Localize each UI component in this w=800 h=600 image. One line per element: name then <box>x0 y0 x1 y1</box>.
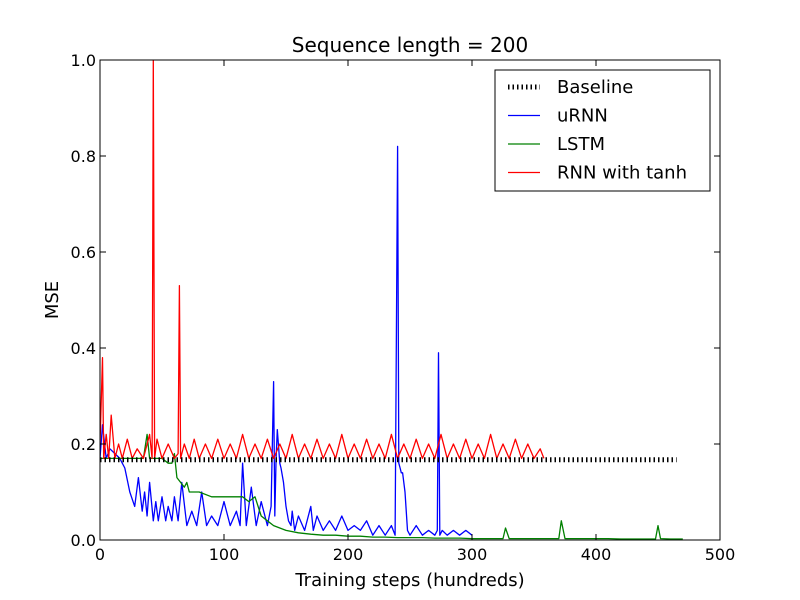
legend-label-urnn: uRNN <box>557 106 608 127</box>
x-axis: 0 100 200 300 400 500 <box>95 60 735 564</box>
x-tick-label: 100 <box>209 545 240 564</box>
legend-box <box>494 69 711 192</box>
x-tick-label: 200 <box>333 545 364 564</box>
y-tick-label: 0.2 <box>71 435 96 454</box>
x-axis-title: Training steps (hundreds) <box>294 570 524 591</box>
chart-title: Sequence length = 200 <box>292 33 528 57</box>
y-tick-label: 0.8 <box>71 147 96 166</box>
y-tick-label: 0.0 <box>71 531 96 550</box>
x-tick-label: 400 <box>581 545 612 564</box>
series-line-rnn-with-tanh <box>100 60 545 460</box>
plot-area-frame <box>99 59 721 541</box>
y-tick-label: 1.0 <box>71 51 96 70</box>
y-tick-label: 0.6 <box>71 243 96 262</box>
x-tick-label: 0 <box>95 545 105 564</box>
x-tick-label: 300 <box>457 545 488 564</box>
x-tick-label: 500 <box>705 545 736 564</box>
legend-label-baseline: Baseline <box>557 77 633 98</box>
legend: Baseline uRNN LSTM RNN with tanh <box>494 69 711 192</box>
series-line-urnn <box>100 145 473 536</box>
y-axis-title: MSE <box>42 281 63 319</box>
y-axis: 0.0 0.2 0.4 0.6 0.8 1.0 <box>71 51 720 550</box>
legend-label-rnn-with-tanh: RNN with tanh <box>557 163 687 184</box>
y-tick-label: 0.4 <box>71 339 96 358</box>
legend-label-lstm: LSTM <box>557 134 605 155</box>
